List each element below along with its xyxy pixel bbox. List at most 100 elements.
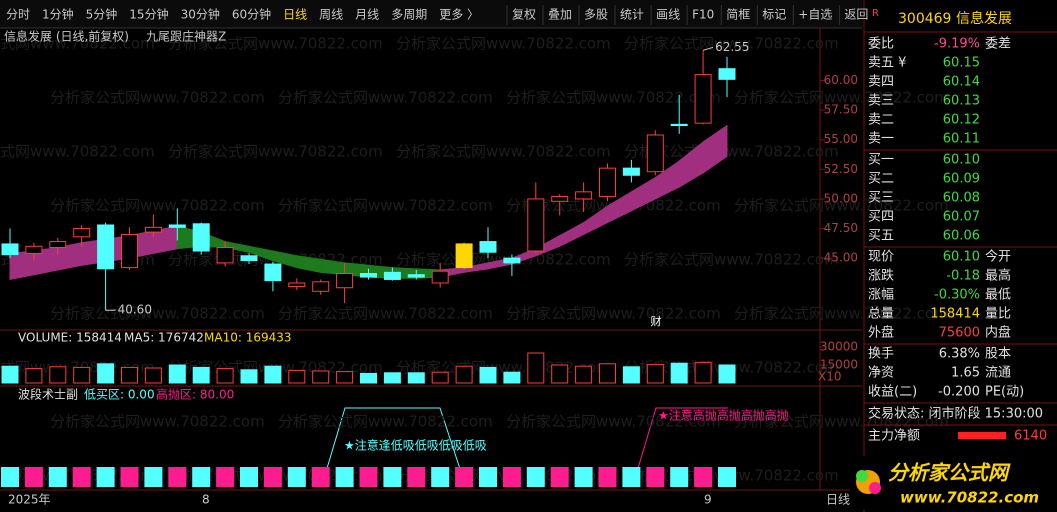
candle-body [312, 281, 330, 292]
watermark: 分析家公式网www.70822.com [624, 35, 839, 53]
toolbar-button[interactable]: F10 [692, 8, 714, 22]
toolbar-tab[interactable]: 多周期 [391, 8, 427, 22]
toolbar-button[interactable]: +自选 [798, 8, 832, 22]
toolbar-tab[interactable]: 月线 [355, 8, 379, 22]
logo-icon [869, 482, 881, 494]
quote-extra: 流通 [985, 366, 1011, 381]
flow-bar [958, 432, 1006, 439]
volume-bar [216, 368, 234, 384]
candle-body [25, 245, 43, 254]
y-tick-label: 30000 [820, 340, 858, 354]
quote-extra: 今开 [985, 249, 1011, 265]
volume-bar [694, 362, 712, 384]
signal-bar [48, 467, 67, 487]
signal-bar [383, 467, 402, 487]
quote-value: 60.08 [943, 191, 980, 206]
watermark: 分析家公式网www.70822.com [734, 89, 949, 107]
buy-note: ★注意逢低吸低吸低吸低吸 [344, 438, 487, 453]
quote-value: 60.10 [943, 250, 980, 265]
toolbar-tab[interactable]: 日线 [283, 8, 307, 22]
signal-bar [502, 467, 521, 487]
volume-bar [622, 366, 640, 384]
toolbar-button[interactable]: 叠加 [548, 8, 572, 22]
volume-bar [360, 372, 377, 384]
quote-extra: PE(动) [985, 385, 1024, 400]
watermark: 分析家公式网www.70822.com [624, 143, 839, 161]
event-marker: 财 [651, 314, 662, 328]
signal-bar [287, 467, 306, 487]
logo-bg [850, 456, 1055, 510]
toolbar-tab[interactable]: 分时 [6, 8, 30, 22]
signal-bar [622, 467, 641, 487]
quote-extra: 最低 [985, 288, 1011, 303]
signal-bar [670, 467, 689, 487]
quote-label: 卖五 ¥ [868, 56, 906, 71]
candle-body [383, 271, 401, 280]
volume-bar [503, 371, 521, 384]
toolbar-button[interactable]: 多股 [584, 8, 608, 22]
volume-bar [646, 363, 664, 384]
toolbar-tab[interactable]: 15分钟 [129, 7, 168, 22]
candle-body [121, 233, 138, 269]
quote-value: 60.14 [943, 75, 980, 90]
candle-body [1, 243, 19, 256]
toolbar-tab[interactable]: 周线 [319, 8, 343, 22]
quote-extra: 内盘 [985, 325, 1011, 341]
candle-body [288, 282, 306, 288]
volume-bar [336, 371, 354, 384]
buy-zone-line [324, 407, 463, 476]
quote-value: 60.09 [943, 172, 980, 187]
toolbar-button[interactable]: 统计 [620, 8, 644, 22]
volume-bar [455, 365, 473, 384]
quote-label: 卖四 [868, 75, 894, 90]
sell-note: ★注意高抛高抛高抛高抛 [658, 408, 789, 423]
toolbar-tab[interactable]: 30分钟 [181, 7, 220, 22]
candle-body [694, 74, 712, 124]
logo-url: www.70822.com [900, 489, 1039, 507]
toolbar-tab[interactable]: 更多 〉 [439, 8, 479, 22]
toolbar-button[interactable]: 返回 [844, 8, 868, 22]
volume-bar [121, 366, 138, 384]
y-tick-label: 15000 [820, 358, 858, 372]
volume-bar [407, 372, 425, 384]
volume-bar [73, 366, 91, 384]
toolbar-button[interactable]: 简框 [726, 8, 750, 22]
quote-label: 换手 [868, 347, 894, 362]
y-tick-label: 60.00 [824, 73, 858, 87]
low-label: 40.60 [118, 303, 152, 317]
y-tick-label: 45.00 [824, 251, 858, 265]
signal-bar [359, 467, 378, 487]
quote-value: 60.06 [943, 229, 980, 244]
flow-label: 主力净额 [868, 429, 920, 444]
quote-label: 卖二 [868, 113, 894, 128]
buy-zone: 低买区: 0.00 [84, 388, 155, 402]
candle-body [718, 68, 736, 80]
signal-bar [192, 467, 211, 487]
toolbar-button[interactable]: 标记 [762, 8, 786, 22]
stock-name: 信息发展 [956, 10, 1012, 27]
toolbar-tab[interactable]: 1分钟 [42, 7, 74, 22]
toolbar-button[interactable]: 画线 [656, 8, 680, 22]
quote-label: 委比 [868, 37, 894, 52]
quote-value: -0.18 [946, 269, 980, 284]
watermark: 分析家公式网www.70822.com [278, 413, 493, 431]
badge: R [872, 8, 879, 19]
toolbar-tab[interactable]: 60分钟 [232, 7, 271, 22]
quote-value: 158414 [930, 307, 980, 322]
quote-value: 60.10 [943, 153, 980, 168]
volume-bar [431, 371, 449, 384]
candle-body [646, 134, 664, 173]
ribbon-segment [702, 124, 728, 174]
signal-bar [72, 467, 91, 487]
logo-name: 分析家公式网 [888, 461, 1011, 485]
toolbar-bg [0, 0, 862, 28]
watermark: 分析家公式网www.70822.com [506, 305, 721, 323]
toolbar-tab[interactable]: 5分钟 [86, 7, 118, 22]
signal-bar [144, 467, 163, 487]
stock-code: 300469 [898, 11, 951, 27]
volume-ma10: MA10: 169433 [204, 331, 292, 345]
toolbar-button[interactable]: 复权 [512, 8, 536, 22]
quote-label: 买三 [868, 191, 894, 206]
